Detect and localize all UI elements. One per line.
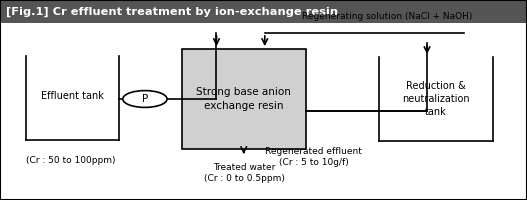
Text: P: P [142, 94, 148, 104]
Text: (Cr : 50 to 100ppm): (Cr : 50 to 100ppm) [26, 156, 116, 165]
Circle shape [123, 91, 167, 107]
Bar [182, 49, 306, 149]
Text: Regenerating solution (NaCl + NaOH): Regenerating solution (NaCl + NaOH) [302, 12, 473, 21]
Text: Reduction &
neutralization
tank: Reduction & neutralization tank [402, 81, 470, 117]
Text: [Fig.1] Cr effluent treatment by ion-exchange resin: [Fig.1] Cr effluent treatment by ion-exc… [6, 6, 338, 17]
Text: Treated water
(Cr : 0 to 0.5ppm): Treated water (Cr : 0 to 0.5ppm) [203, 163, 285, 183]
Text: Strong base anion
exchange resin: Strong base anion exchange resin [196, 87, 291, 111]
Bar [0, 0, 527, 23]
Text: Effluent tank: Effluent tank [41, 91, 104, 101]
Text: Regenerated effluent
(Cr : 5 to 10g/f): Regenerated effluent (Cr : 5 to 10g/f) [265, 147, 362, 167]
